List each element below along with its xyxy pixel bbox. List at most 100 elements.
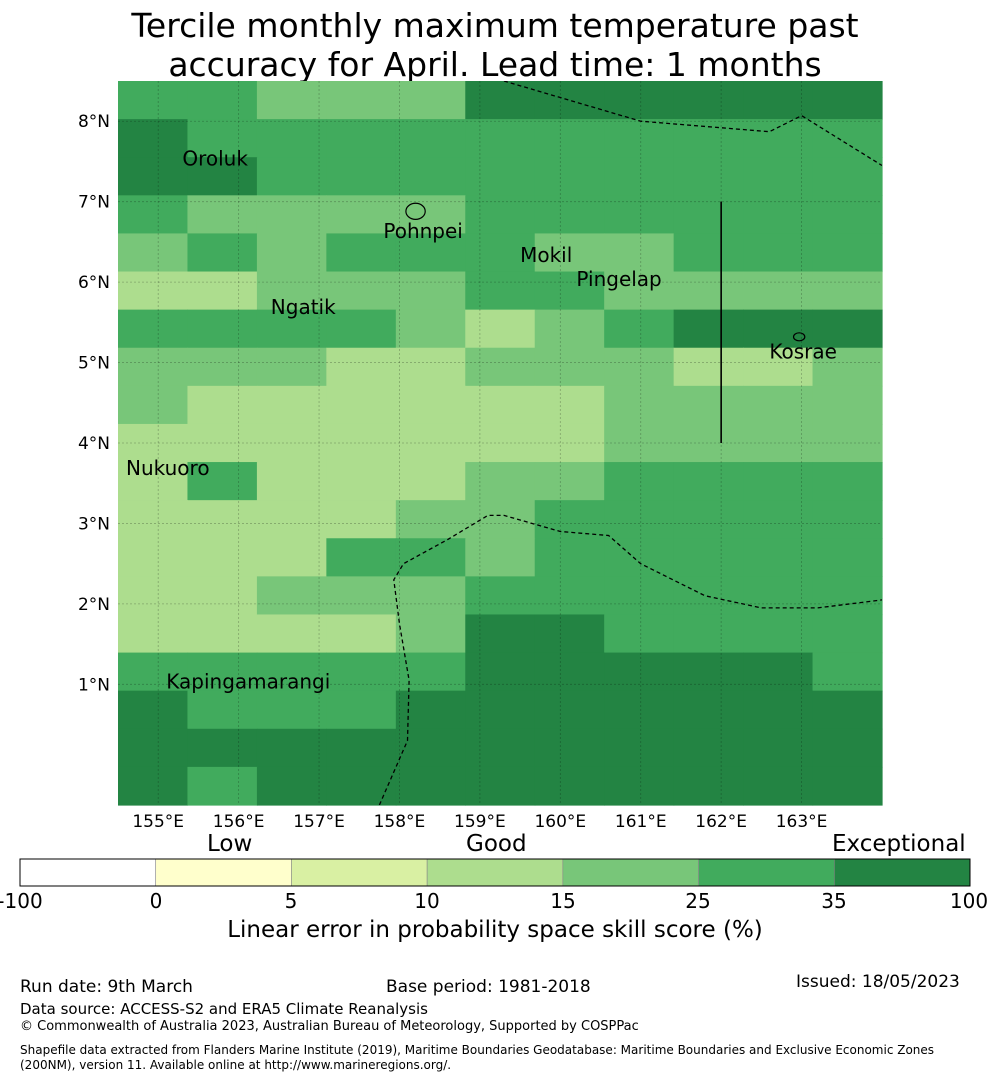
skill-cell <box>326 728 397 768</box>
skill-cell <box>118 614 189 654</box>
skill-cell <box>187 423 258 463</box>
skill-cell <box>256 652 327 692</box>
skill-cell <box>604 271 675 311</box>
skill-cell <box>256 538 327 577</box>
issued-date: Issued: 18/05/2023 <box>796 972 960 992</box>
skill-cell <box>118 271 189 311</box>
skill-cell <box>187 538 258 577</box>
colorbar-tick: 35 <box>821 889 847 913</box>
skill-cell <box>395 309 466 349</box>
skill-cell <box>673 157 744 196</box>
skill-cell <box>604 233 675 273</box>
skill-cell <box>604 690 675 730</box>
lon-tick-label: 158°E <box>374 812 426 830</box>
skill-cell <box>812 690 883 730</box>
colorbar-header-low: Low <box>207 831 253 857</box>
skill-cell <box>673 233 744 273</box>
skill-cell <box>465 385 536 425</box>
colorbar-segment <box>19 858 157 887</box>
skill-cell <box>395 576 466 616</box>
skill-cell <box>743 309 814 349</box>
skill-cell <box>187 766 258 806</box>
lat-tick-label: 5°N <box>78 354 110 374</box>
skill-cell <box>812 576 883 616</box>
skill-cell <box>256 500 327 539</box>
skill-cell <box>673 271 744 311</box>
skill-cell <box>534 500 605 539</box>
place-label: Pohnpei <box>383 219 463 243</box>
lat-tick-label: 8°N <box>78 112 110 132</box>
skill-cell <box>534 81 605 120</box>
skill-cell <box>395 271 466 311</box>
skill-cell <box>256 690 327 730</box>
skill-cell <box>326 538 397 577</box>
skill-cell <box>673 614 744 654</box>
skill-cell <box>743 614 814 654</box>
skill-cell <box>812 157 883 196</box>
shapefile-credit-1: Shapefile data extracted from Flanders M… <box>20 1043 935 1057</box>
copyright: © Commonwealth of Australia 2023, Austra… <box>20 1019 639 1034</box>
place-label: Ngatik <box>271 295 336 319</box>
skill-cell <box>673 385 744 425</box>
skill-cell <box>326 157 397 196</box>
skill-cell <box>604 347 675 387</box>
skill-cell <box>187 347 258 387</box>
skill-cell <box>256 233 327 273</box>
skill-cell <box>812 81 883 120</box>
skill-cell <box>812 423 883 463</box>
skill-cell <box>256 423 327 463</box>
place-label: Pingelap <box>576 267 661 291</box>
place-label: Kosrae <box>769 339 837 363</box>
skill-cell <box>256 385 327 425</box>
skill-cell <box>187 500 258 539</box>
colorbar-tick: -100 <box>0 889 43 913</box>
skill-cell <box>743 766 814 806</box>
skill-cell <box>395 423 466 463</box>
skill-cell <box>118 728 189 768</box>
skill-cell <box>395 538 466 577</box>
skill-cell <box>604 538 675 577</box>
lat-tick-label: 3°N <box>78 514 110 534</box>
skill-cell <box>326 271 397 311</box>
skill-cell <box>326 462 397 501</box>
skill-cell <box>187 271 258 311</box>
skill-cell <box>534 652 605 692</box>
skill-cell <box>465 157 536 196</box>
skill-cell <box>326 309 397 349</box>
colorbar-segment <box>155 858 292 887</box>
skill-cell <box>534 462 605 501</box>
colorbar-frame <box>19 858 971 887</box>
skill-cell <box>673 423 744 463</box>
skill-cell <box>743 423 814 463</box>
skill-cell <box>604 652 675 692</box>
title-line-2: accuracy for April. Lead time: 1 months <box>168 45 822 84</box>
skill-cell <box>256 81 327 120</box>
skill-cell <box>673 500 744 539</box>
skill-cell <box>187 385 258 425</box>
colorbar-segment <box>698 858 835 887</box>
skill-cell <box>326 576 397 616</box>
skill-cell <box>604 195 675 235</box>
skill-cell <box>118 423 189 463</box>
skill-cell <box>812 652 883 692</box>
skill-cell <box>465 766 536 806</box>
skill-cell <box>395 347 466 387</box>
colorbar-segment <box>291 858 428 887</box>
lat-tick-label: 1°N <box>78 675 110 695</box>
skill-cell <box>465 423 536 463</box>
skill-cell <box>465 271 536 311</box>
lat-tick-label: 6°N <box>78 273 110 293</box>
skill-cell <box>604 462 675 501</box>
skill-cell <box>812 119 883 158</box>
skill-cell <box>604 81 675 120</box>
skill-cell <box>534 423 605 463</box>
skill-cell <box>812 614 883 654</box>
skill-cell <box>534 119 605 158</box>
lat-tick-label: 4°N <box>78 434 110 454</box>
colorbar-tick: 15 <box>550 889 576 913</box>
skill-cell <box>465 119 536 158</box>
lon-tick-label: 161°E <box>615 812 667 830</box>
colorbar-tick: 10 <box>414 889 440 913</box>
skill-cell <box>187 195 258 235</box>
skill-cell <box>256 157 327 196</box>
